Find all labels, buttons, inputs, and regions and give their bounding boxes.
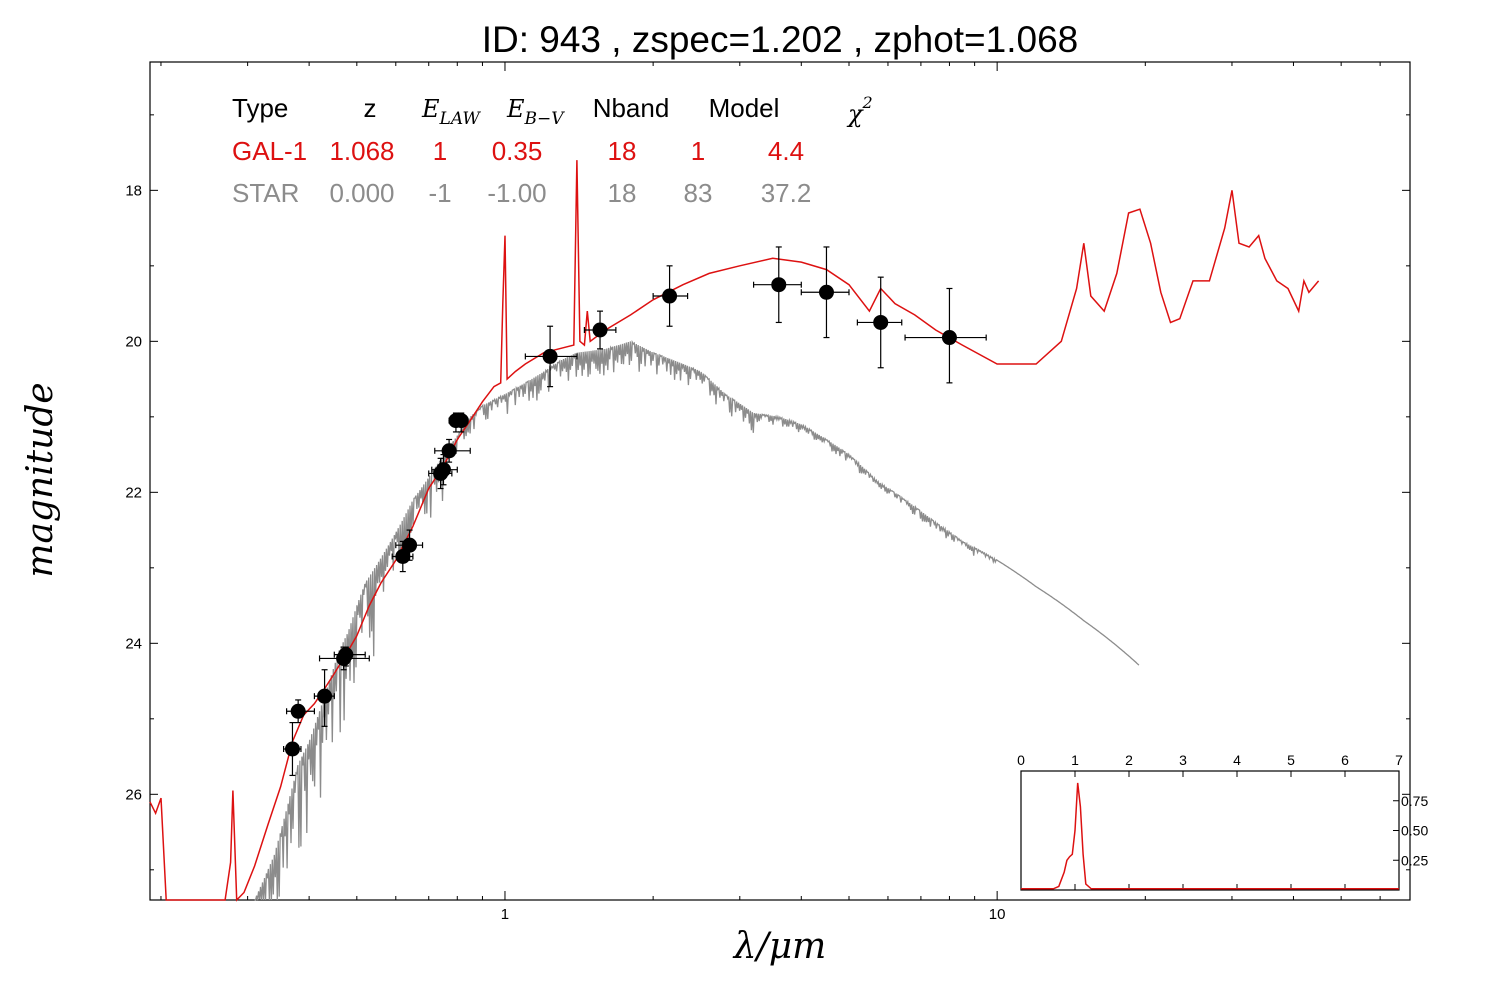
y-tick-label: 18 (125, 182, 142, 199)
table-cell: STAR (232, 178, 299, 208)
table-cell: 0.000 (329, 178, 394, 208)
data-point-marker (771, 277, 787, 293)
photometry-point (904, 287, 987, 384)
table-cell: GAL-1 (232, 136, 307, 166)
data-point-marker (435, 462, 451, 478)
photometry-point (583, 310, 617, 350)
y-tick-label: 22 (125, 484, 142, 501)
table-header-ebv-main: E (506, 95, 525, 123)
star-model-curve (254, 339, 1140, 901)
photometry-point (453, 412, 469, 433)
photometry-point (395, 529, 424, 561)
inset-y-tick-label: 0.25 (1401, 852, 1428, 868)
galaxy-model-layer (149, 160, 1320, 902)
table-cell: -1 (428, 178, 451, 208)
figure-title: ID: 943 , zspec=1.202 , zphot=1.068 (482, 19, 1079, 60)
table-cell: 4.4 (768, 136, 804, 166)
photometry-point (752, 246, 802, 324)
table-header-elaw-main: E (421, 95, 440, 123)
data-point-marker (941, 330, 957, 346)
inset-y-tick-label: 0.75 (1401, 793, 1428, 809)
table-header-elaw-sub: LAW (439, 109, 482, 129)
x-tick-label: 1 (501, 906, 509, 923)
galaxy-model-curve (149, 160, 1320, 902)
star-model-layer (254, 339, 1140, 901)
table-header-nband: Nband (593, 93, 670, 123)
table-header-ebv: EB−V (506, 95, 565, 129)
table-header-ebv-sub: B−V (524, 109, 566, 129)
table-cell: 37.2 (761, 178, 812, 208)
pdz-curve (1021, 782, 1399, 890)
table-header-chi2: χ2 (846, 93, 873, 128)
data-point-marker (338, 647, 354, 663)
pdz-inset: 0 1 2 3 4 5 6 7 0.25 0.50 0.75 (1017, 752, 1428, 891)
photometry-point (652, 265, 689, 327)
photometry-point (856, 276, 903, 369)
y-tick-label: 24 (125, 635, 142, 652)
photometry-point (286, 699, 315, 724)
table-header-model: Model (709, 93, 780, 123)
inset-x-tick-label: 1 (1071, 752, 1079, 768)
inset-x-tick-label: 7 (1395, 752, 1403, 768)
table-header-elaw: ELAW (421, 95, 481, 129)
inset-x-tick-label: 5 (1287, 752, 1295, 768)
table-header-chi2-sup: 2 (862, 93, 873, 112)
table-cell: 18 (608, 178, 637, 208)
photometry-point (313, 669, 335, 727)
data-point-marker (818, 284, 834, 300)
table-cell: 1.068 (329, 136, 394, 166)
data-point-marker (441, 443, 457, 459)
table-cell: 83 (684, 178, 713, 208)
table-header-type: Type (232, 93, 288, 123)
table-cell: -1.00 (487, 178, 546, 208)
inset-x-tick-label: 2 (1125, 752, 1133, 768)
data-point-marker (873, 314, 889, 330)
inset-axis-ticks: 0 1 2 3 4 5 6 7 0.25 0.50 0.75 (1017, 752, 1428, 890)
y-tick-label: 26 (125, 786, 142, 803)
data-point-marker (317, 688, 333, 704)
fit-table: Type z ELAW EB−V Nband Model χ2 GAL-1 1.0… (232, 93, 873, 208)
table-cell: 1 (433, 136, 447, 166)
table-header-chi2-main: χ (846, 100, 864, 128)
photometry-point (434, 438, 471, 463)
plot-frame (149, 61, 1411, 901)
table-rows: GAL-1 1.068 1 0.35 18 1 4.4 STAR 0.000 -1 -1.00 18 8… (232, 136, 811, 208)
photometry-point (800, 246, 850, 339)
inset-x-tick-label: 6 (1341, 752, 1349, 768)
data-point-marker (402, 537, 418, 553)
inset-x-tick-label: 4 (1233, 752, 1241, 768)
table-header-z: z (364, 93, 377, 123)
data-point-marker (592, 322, 608, 338)
data-point-marker (453, 413, 469, 429)
data-point-marker (542, 348, 558, 364)
photometry-point (524, 325, 578, 388)
table-cell: 18 (608, 136, 637, 166)
inset-x-tick-label: 0 (1017, 752, 1025, 768)
photometry-point (333, 646, 366, 667)
inset-y-tick-label: 0.50 (1401, 823, 1428, 839)
data-point-marker (662, 288, 678, 304)
table-cell: 0.35 (492, 136, 543, 166)
photometry-layer (283, 246, 987, 777)
data-point-marker (284, 741, 300, 757)
data-point-marker (290, 703, 306, 719)
y-tick-label: 20 (125, 333, 142, 350)
x-axis-label: λ/μm (732, 926, 826, 967)
table-cell: 1 (691, 136, 705, 166)
inset-x-tick-label: 3 (1179, 752, 1187, 768)
pdz-curve-layer (1021, 782, 1399, 890)
photometry-point (283, 721, 302, 777)
data-point-marker (395, 548, 411, 564)
x-tick-label: 10 (989, 906, 1006, 923)
y-axis-label: magnitude (20, 382, 61, 577)
